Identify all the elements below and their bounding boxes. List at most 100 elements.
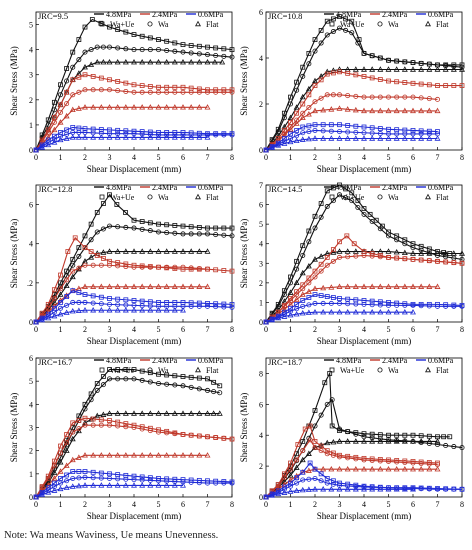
data-point bbox=[318, 478, 324, 484]
data-point bbox=[64, 101, 70, 107]
data-point bbox=[352, 135, 359, 141]
series-line bbox=[265, 137, 438, 151]
data-point bbox=[434, 486, 440, 492]
data-point bbox=[196, 452, 203, 458]
legend-label: 4.8MPa bbox=[336, 356, 362, 365]
data-point bbox=[90, 104, 97, 110]
data-point bbox=[401, 465, 408, 472]
data-point bbox=[361, 74, 367, 79]
y-tick-label: 0 bbox=[29, 318, 33, 327]
data-point bbox=[229, 132, 235, 138]
data-point bbox=[76, 265, 82, 271]
data-point bbox=[171, 104, 178, 110]
data-point bbox=[281, 303, 287, 309]
data-point bbox=[394, 58, 400, 64]
data-point bbox=[75, 307, 82, 313]
data-point bbox=[385, 486, 392, 492]
data-point bbox=[330, 478, 336, 484]
series-line bbox=[265, 311, 413, 323]
data-point bbox=[337, 296, 342, 301]
data-point bbox=[106, 482, 113, 488]
data-point bbox=[204, 452, 211, 458]
data-point bbox=[426, 465, 433, 472]
data-point bbox=[69, 134, 76, 140]
data-point bbox=[386, 78, 391, 84]
data-point bbox=[410, 80, 416, 86]
data-point bbox=[188, 300, 194, 306]
data-point bbox=[82, 415, 88, 421]
y-tick-label: 6 bbox=[259, 201, 263, 210]
data-point bbox=[320, 284, 327, 291]
x-tick-label: 3 bbox=[338, 500, 342, 509]
data-point bbox=[345, 483, 351, 489]
data-point bbox=[393, 248, 400, 255]
jrc-label: JRC=18.7 bbox=[268, 357, 302, 367]
data-point bbox=[330, 92, 336, 98]
x-tick-label: 2 bbox=[313, 500, 317, 509]
data-point bbox=[106, 134, 113, 140]
data-point bbox=[344, 308, 351, 315]
data-point bbox=[385, 94, 391, 100]
legend-label: 4.8MPa bbox=[336, 183, 362, 192]
data-point bbox=[459, 66, 465, 72]
data-point bbox=[300, 243, 306, 249]
data-point bbox=[107, 367, 112, 372]
data-point bbox=[324, 448, 330, 454]
y-axis-label: Shear Stress (MPa) bbox=[9, 219, 19, 289]
data-point bbox=[51, 133, 57, 139]
data-point bbox=[330, 249, 337, 255]
series-2_4MPa-Wa-Ue bbox=[33, 415, 235, 500]
data-point bbox=[369, 219, 375, 225]
data-point bbox=[312, 122, 318, 128]
data-point bbox=[57, 291, 64, 297]
data-point bbox=[312, 225, 318, 231]
data-point bbox=[155, 482, 162, 488]
data-point bbox=[300, 73, 306, 79]
data-point bbox=[82, 469, 88, 474]
y-tick-label: 0 bbox=[259, 146, 263, 155]
data-point bbox=[82, 245, 88, 251]
data-point bbox=[63, 309, 70, 315]
chart-panel-1: 0 1 2 3 4 5 6 7 8 0 1 2 3 4 5 Shear Displacement (mm) Sh… bbox=[9, 10, 235, 174]
data-point bbox=[98, 417, 104, 423]
data-point bbox=[51, 469, 58, 475]
data-point bbox=[76, 418, 82, 423]
data-point bbox=[443, 83, 449, 88]
data-point bbox=[180, 482, 186, 488]
data-point bbox=[369, 465, 376, 472]
data-point bbox=[139, 134, 146, 140]
data-point bbox=[443, 443, 449, 449]
data-point bbox=[100, 44, 106, 50]
data-point bbox=[281, 306, 288, 312]
data-point bbox=[216, 410, 223, 416]
data-point bbox=[385, 233, 391, 239]
data-point bbox=[369, 125, 375, 131]
data-point bbox=[451, 444, 457, 450]
data-point bbox=[63, 484, 70, 490]
data-point bbox=[344, 135, 351, 141]
data-point bbox=[82, 307, 88, 313]
data-point bbox=[107, 422, 113, 428]
x-axis-label: Shear Displacement (mm) bbox=[317, 511, 411, 521]
data-point bbox=[115, 45, 121, 51]
data-point bbox=[299, 309, 306, 316]
data-point bbox=[76, 245, 82, 251]
x-tick-label: 1 bbox=[289, 153, 293, 162]
data-point bbox=[70, 125, 76, 130]
legend-label: Wa+Ue bbox=[340, 366, 365, 375]
series-line bbox=[265, 254, 463, 323]
data-point bbox=[401, 135, 408, 141]
legend-marker bbox=[425, 366, 431, 373]
data-point bbox=[221, 46, 227, 52]
series-line bbox=[35, 46, 233, 151]
data-point bbox=[306, 129, 312, 135]
data-point bbox=[450, 250, 457, 256]
y-tick-label: 3 bbox=[29, 424, 33, 433]
data-point bbox=[217, 390, 223, 396]
data-point bbox=[377, 465, 384, 472]
data-point bbox=[352, 438, 359, 444]
data-point bbox=[122, 104, 129, 110]
data-point bbox=[70, 475, 76, 481]
data-point bbox=[300, 448, 306, 454]
data-point bbox=[312, 300, 318, 306]
